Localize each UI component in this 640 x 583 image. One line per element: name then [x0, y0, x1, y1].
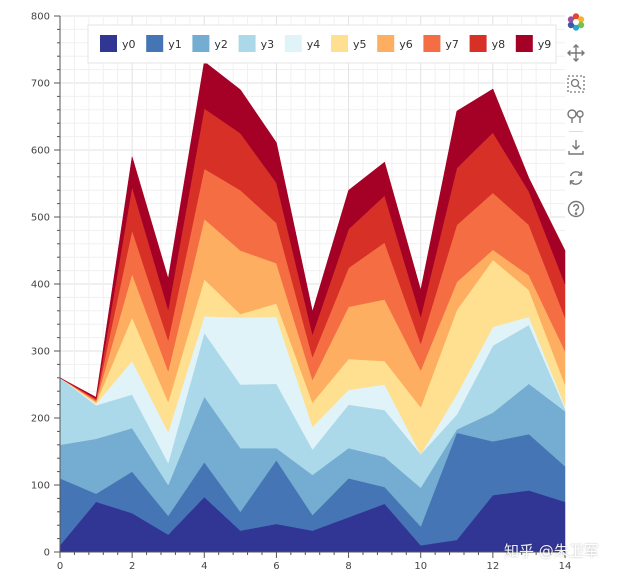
- legend-swatch-y8: [469, 35, 487, 52]
- x-tick-label: 0: [57, 561, 63, 572]
- y-tick-label: 600: [31, 146, 50, 157]
- pan-tool-icon[interactable]: [566, 43, 586, 63]
- x-tick-label: 14: [559, 561, 572, 572]
- legend-swatch-y1: [146, 35, 164, 52]
- x-tick-label: 6: [273, 561, 279, 572]
- legend-swatch-y2: [192, 35, 210, 52]
- x-tick-label: 4: [201, 561, 207, 572]
- legend-label-y3: y3: [261, 38, 275, 51]
- y-tick-label: 500: [31, 213, 50, 224]
- area-series: [59, 61, 566, 553]
- legend-label-y8: y8: [492, 38, 506, 51]
- legend: y0 y1 y2 y3 y4 y5 y6 y7 y8 y9: [87, 24, 557, 64]
- legend-label-y7: y7: [445, 38, 459, 51]
- legend-label-y1: y1: [168, 38, 182, 51]
- toolbar-separator: [569, 131, 583, 132]
- y-tick-label: 400: [31, 280, 50, 291]
- reset-tool-icon[interactable]: [566, 168, 586, 188]
- legend-label-y9: y9: [538, 38, 552, 51]
- y-tick-label: 100: [31, 481, 50, 492]
- toolbar: [566, 12, 588, 230]
- legend-swatch-y4: [284, 35, 302, 52]
- help-tool-icon[interactable]: [566, 199, 586, 219]
- x-tick-label: 2: [129, 561, 135, 572]
- x-tick-label: 8: [345, 561, 351, 572]
- x-tick-label: 12: [486, 561, 499, 572]
- legend-swatch-y3: [238, 35, 256, 52]
- legend-label-y0: y0: [122, 38, 136, 51]
- area-y9: [59, 61, 566, 399]
- watermark: 知乎 @朱卫军: [504, 542, 599, 560]
- wheel-zoom-tool-icon[interactable]: [566, 105, 586, 125]
- legend-swatch-y5: [331, 35, 348, 52]
- legend-swatch-y9: [515, 35, 533, 52]
- x-tick-label: 10: [414, 561, 427, 572]
- bokeh-logo-icon: [566, 12, 586, 32]
- y-tick-label: 0: [44, 548, 50, 559]
- legend-swatch-y7: [423, 35, 441, 52]
- legend-label-y2: y2: [214, 38, 228, 51]
- legend-label-y5: y5: [353, 38, 367, 51]
- y-tick-label: 200: [31, 414, 50, 425]
- axes: 0 100 200 300 400 500 600 700 800 0 2 4 6 8 10 12 14: [31, 12, 571, 573]
- legend-swatch-y6: [377, 35, 395, 52]
- y-tick-label: 800: [31, 12, 50, 23]
- legend-label-y6: y6: [399, 38, 413, 51]
- legend-swatch-y0: [100, 35, 117, 52]
- y-tick-label: 700: [31, 79, 50, 90]
- legend-label-y4: y4: [307, 38, 321, 51]
- save-tool-icon[interactable]: [566, 137, 586, 157]
- y-tick-label: 300: [31, 347, 50, 358]
- box-zoom-tool-icon[interactable]: [566, 74, 586, 94]
